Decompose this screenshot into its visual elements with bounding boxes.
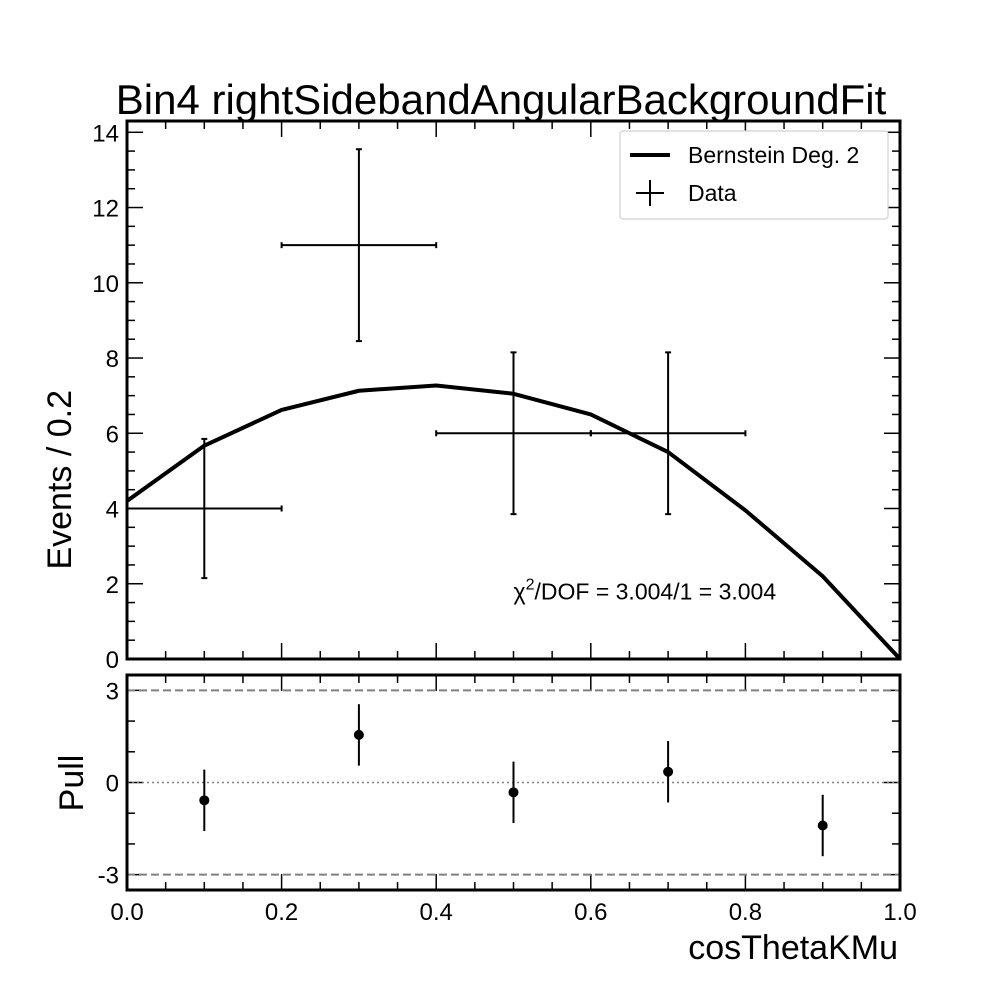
- main-y-tick-label: 10: [92, 271, 119, 298]
- main-y-axis-label: Events / 0.2: [41, 390, 79, 570]
- x-tick-label: 0.8: [729, 899, 762, 926]
- pull-y-tick-label: 0: [106, 771, 119, 798]
- pull-point: [663, 766, 674, 777]
- chi2-superscript: 2: [526, 576, 535, 593]
- pull-y-tick-label: -3: [98, 863, 119, 890]
- main-y-tick-label: 8: [106, 346, 119, 373]
- x-tick-label: 0.2: [265, 899, 298, 926]
- pull-point: [353, 729, 364, 740]
- pull-point: [817, 820, 828, 831]
- pull-points-group: [199, 704, 828, 857]
- x-tick-label: 0.6: [574, 899, 607, 926]
- pull-y-tick-label: 3: [106, 678, 119, 705]
- chi2-annotation: χ2/DOF = 3.004/1 = 3.004: [514, 576, 777, 604]
- data-points-group: [126, 148, 747, 580]
- legend-box: [619, 130, 889, 220]
- legend: Bernstein Deg. 2 Data: [619, 130, 889, 220]
- pull-point: [199, 795, 210, 806]
- chi2-symbol: χ: [514, 578, 526, 604]
- pull-y-axis-label: Pull: [53, 755, 91, 812]
- chi2-value: /DOF = 3.004/1 = 3.004: [534, 578, 776, 604]
- x-tick-label: 0.0: [110, 899, 143, 926]
- pull-point: [508, 787, 519, 798]
- x-tick-label: 0.4: [420, 899, 453, 926]
- main-y-tick-label: 14: [92, 120, 119, 147]
- main-y-tick-label: 2: [106, 572, 119, 599]
- pull-ticks: 0.0 0.2 0.4 0.6 0.8 1.0 -3 0 3: [98, 675, 917, 926]
- pull-panel: Pull 0.0 0.2 0.4 0.6 0.8 1.0 -3 0 3 cosThetaKMu: [53, 673, 917, 967]
- chart-title: Bin4 rightSidebandAngularBackgroundFit: [116, 76, 887, 123]
- legend-data-label: Data: [688, 180, 737, 206]
- pull-plot-frame: [125, 673, 902, 892]
- x-axis-label: cosThetaKMu: [688, 929, 898, 967]
- main-y-tick-label: 12: [92, 196, 119, 223]
- main-y-tick-label: 4: [106, 497, 119, 524]
- x-tick-label: 1.0: [883, 899, 916, 926]
- main-plot-frame: [125, 119, 902, 661]
- main-ticks: 0 2 4 6 8 10 12 14: [92, 120, 901, 674]
- chi2-text: χ2/DOF = 3.004/1 = 3.004: [514, 576, 777, 604]
- legend-fit-label: Bernstein Deg. 2: [688, 142, 859, 168]
- main-y-tick-label: 6: [106, 421, 119, 448]
- main-y-tick-label: 0: [106, 647, 119, 674]
